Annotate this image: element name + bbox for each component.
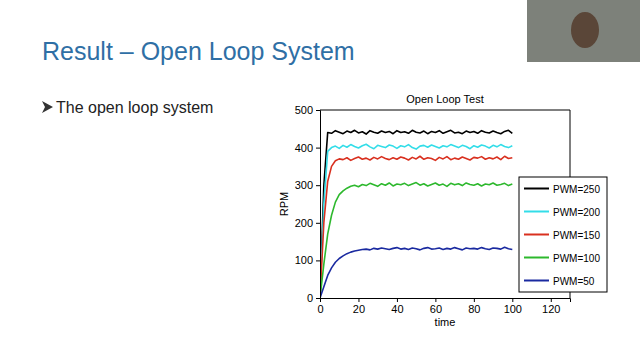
tick: 100 <box>504 298 522 315</box>
tick-mark <box>316 185 320 186</box>
tick-label: 60 <box>430 303 442 315</box>
tick-label: 100 <box>504 303 522 315</box>
tick-label: 0 <box>307 292 313 304</box>
legend-label: PWM=150 <box>553 230 600 241</box>
legend-label: PWM=200 <box>553 207 600 218</box>
legend: PWM=250 PWM=200 PWM=150 PWM=100 PWM=50 <box>519 177 607 292</box>
tick: 20 <box>353 298 365 315</box>
tick-label: 0 <box>317 303 323 315</box>
legend-box <box>519 177 607 292</box>
tick: 500 <box>295 104 320 116</box>
tick: 300 <box>295 179 320 191</box>
x-axis-title: time <box>435 316 456 328</box>
tick: 40 <box>391 298 403 315</box>
bullet-text: The open loop system <box>56 99 213 116</box>
tick-mark <box>316 148 320 149</box>
series-line <box>320 183 512 298</box>
legend-swatch <box>524 188 549 190</box>
tick-mark <box>397 298 398 302</box>
tick-label: 400 <box>295 142 313 154</box>
series-line <box>320 156 512 298</box>
tick-label: 80 <box>468 303 480 315</box>
tick: 80 <box>468 298 480 315</box>
tick: 200 <box>295 217 320 229</box>
x-axis: 0 20 40 60 80 100 120 <box>317 298 570 315</box>
slide: Result – Open Loop System The open loop s… <box>0 0 640 360</box>
chart-title: Open Loop Test <box>406 93 483 105</box>
tick-mark <box>316 223 320 224</box>
legend-swatch <box>524 211 549 213</box>
tick-mark <box>316 298 320 299</box>
tick-mark <box>316 260 320 261</box>
tick-label: 200 <box>295 217 313 229</box>
tick: 100 <box>295 254 320 266</box>
legend-label: PWM=100 <box>553 253 600 264</box>
legend-swatch <box>524 234 549 236</box>
tick-mark <box>358 298 359 302</box>
bullet-marker <box>42 101 53 113</box>
tick: 0 <box>317 298 323 315</box>
tick-label: 300 <box>295 179 313 191</box>
tick-label: 100 <box>295 254 313 266</box>
axis-line <box>316 111 321 299</box>
slide-title: Result – Open Loop System <box>42 37 355 65</box>
tick-label: 40 <box>391 303 403 315</box>
tick-mark <box>435 298 436 302</box>
series-line <box>320 130 512 298</box>
tick-mark <box>512 298 513 302</box>
chart: 0 20 40 60 80 100 120 0 100 200 300 400 500 Open Loop… <box>278 93 607 328</box>
tick-label: 20 <box>353 303 365 315</box>
series-line <box>320 144 512 298</box>
legend-label: PWM=50 <box>553 276 595 287</box>
tick: 60 <box>430 298 442 315</box>
tick: 120 <box>542 298 560 315</box>
legend-swatch <box>524 280 549 282</box>
y-axis-title: RPM <box>278 192 290 216</box>
axis-line <box>321 299 571 303</box>
y-axis: 0 100 200 300 400 500 <box>295 104 321 304</box>
series-lines <box>320 130 512 298</box>
series-line <box>320 247 512 298</box>
webcam-thumbnail <box>527 0 640 62</box>
tick-label: 120 <box>542 303 560 315</box>
tick-mark <box>551 298 552 302</box>
legend-label: PWM=250 <box>553 184 600 195</box>
tick-label: 500 <box>295 104 313 116</box>
webcam-person <box>571 12 599 48</box>
tick: 0 <box>307 292 320 304</box>
legend-swatch <box>524 257 549 259</box>
tick-mark <box>474 298 475 302</box>
tick-mark <box>316 110 320 111</box>
tick: 400 <box>295 142 320 154</box>
plot-frame <box>320 110 570 111</box>
